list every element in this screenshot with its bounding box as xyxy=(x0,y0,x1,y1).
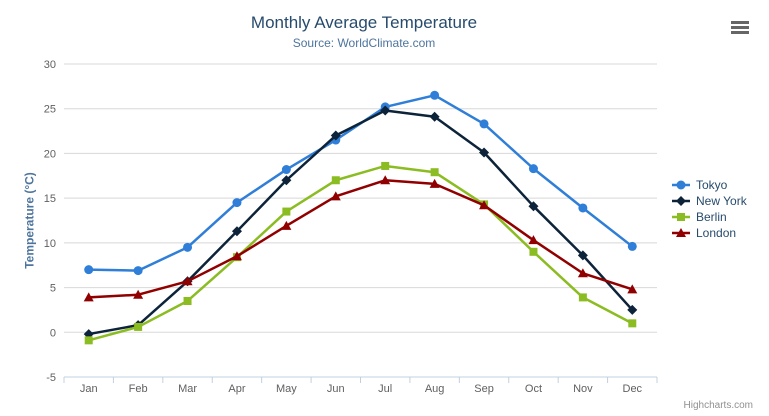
legend-marker-square-icon xyxy=(672,213,690,221)
x-tick-label-aug: Aug xyxy=(425,383,445,395)
y-axis-title: Temperature (°C) xyxy=(22,172,37,269)
series-london[interactable] xyxy=(83,175,638,302)
data-point-london[interactable] xyxy=(528,235,539,245)
legend-label-new-york: New York xyxy=(696,194,747,208)
data-point-london[interactable] xyxy=(281,220,292,230)
x-tick-label-jan: Jan xyxy=(80,383,98,395)
data-point-london[interactable] xyxy=(182,276,193,286)
legend: Tokyo New York Berlin London xyxy=(671,177,747,241)
data-point-tokyo[interactable] xyxy=(232,198,242,208)
legend-symbol-tokyo[interactable] xyxy=(676,180,686,190)
data-point-london[interactable] xyxy=(231,251,242,261)
x-tick-label-jun: Jun xyxy=(327,383,345,395)
data-point-berlin[interactable] xyxy=(282,207,291,216)
data-point-london[interactable] xyxy=(627,284,638,294)
data-point-tokyo[interactable] xyxy=(133,266,143,276)
data-point-new-york[interactable] xyxy=(429,111,440,122)
credits-link[interactable]: Highcharts.com xyxy=(683,400,753,411)
data-point-london[interactable] xyxy=(330,191,341,201)
chart-subtitle: Source: WorldClimate.com xyxy=(292,36,436,50)
x-tick-label-feb: Feb xyxy=(129,383,148,395)
data-point-tokyo[interactable] xyxy=(528,164,538,174)
y-tick-label: 30 xyxy=(44,59,56,71)
data-point-berlin[interactable] xyxy=(578,293,587,302)
legend-symbol-new-york[interactable] xyxy=(676,196,686,206)
legend-item-new-york[interactable]: New York xyxy=(671,193,747,209)
y-tick-label: 15 xyxy=(44,193,56,205)
data-point-berlin[interactable] xyxy=(529,247,538,256)
y-tick-label: 20 xyxy=(44,148,56,160)
hamburger-icon xyxy=(731,31,749,34)
data-point-london[interactable] xyxy=(479,200,490,210)
legend-item-berlin[interactable]: Berlin xyxy=(671,209,747,225)
x-tick-label-sep: Sep xyxy=(474,383,494,395)
legend-symbol-london[interactable] xyxy=(676,228,686,237)
x-tick-label-jul: Jul xyxy=(378,383,392,395)
legend-item-tokyo[interactable]: Tokyo xyxy=(671,177,747,193)
data-point-tokyo[interactable] xyxy=(578,203,588,213)
series-line-london xyxy=(87,179,634,299)
data-point-new-york[interactable] xyxy=(231,226,242,237)
context-menu-button[interactable] xyxy=(731,21,749,34)
data-point-new-york[interactable] xyxy=(577,250,588,261)
x-tick-label-dec: Dec xyxy=(623,383,643,395)
data-point-tokyo[interactable] xyxy=(479,119,489,129)
legend-label-london: London xyxy=(696,226,737,240)
y-tick-label: 10 xyxy=(44,238,56,250)
y-tick-label: 5 xyxy=(50,283,56,295)
series-tokyo[interactable] xyxy=(84,90,637,276)
data-point-berlin[interactable] xyxy=(381,161,390,170)
x-tick-label-mar: Mar xyxy=(178,383,197,395)
legend-item-london[interactable]: London xyxy=(671,225,747,241)
x-tick-label-apr: Apr xyxy=(228,383,245,395)
data-point-new-york[interactable] xyxy=(380,105,391,116)
data-point-berlin[interactable] xyxy=(331,176,340,185)
legend-symbol-berlin[interactable] xyxy=(677,213,685,221)
legend-label-tokyo: Tokyo xyxy=(696,178,728,192)
data-point-berlin[interactable] xyxy=(84,336,93,345)
series-line-new-york xyxy=(87,109,634,336)
x-tick-label-may: May xyxy=(276,383,297,395)
data-point-london[interactable] xyxy=(429,178,440,188)
data-point-new-york[interactable] xyxy=(330,130,341,141)
x-tick-label-nov: Nov xyxy=(573,383,593,395)
chart-title: Monthly Average Temperature xyxy=(250,13,478,32)
data-point-new-york[interactable] xyxy=(479,147,490,158)
data-point-tokyo[interactable] xyxy=(627,241,637,251)
data-point-london[interactable] xyxy=(133,289,144,299)
data-point-tokyo[interactable] xyxy=(84,265,94,275)
data-point-london[interactable] xyxy=(380,175,391,185)
legend-label-berlin: Berlin xyxy=(696,210,727,224)
series-new-york[interactable] xyxy=(83,105,638,340)
data-point-new-york[interactable] xyxy=(627,304,638,315)
data-point-london[interactable] xyxy=(83,292,94,302)
data-point-new-york[interactable] xyxy=(281,175,292,186)
data-point-london[interactable] xyxy=(577,268,588,278)
y-tick-label: 0 xyxy=(50,327,56,339)
legend-marker-diamond-icon xyxy=(672,196,690,206)
hamburger-icon xyxy=(731,21,749,24)
data-point-tokyo[interactable] xyxy=(430,90,440,100)
hamburger-icon xyxy=(731,26,749,29)
data-point-tokyo[interactable] xyxy=(281,165,291,175)
data-point-tokyo[interactable] xyxy=(183,242,193,252)
series-line-berlin xyxy=(87,164,634,342)
x-tick-label-oct: Oct xyxy=(525,383,542,395)
y-tick-label: 25 xyxy=(44,104,56,116)
series-line-tokyo xyxy=(87,94,634,272)
data-point-new-york[interactable] xyxy=(528,201,539,212)
y-tick-label: -5 xyxy=(46,372,56,384)
data-point-berlin[interactable] xyxy=(183,296,192,305)
data-point-berlin[interactable] xyxy=(134,322,143,331)
legend-marker-circle-icon xyxy=(672,180,690,190)
data-point-berlin[interactable] xyxy=(628,319,637,328)
data-point-berlin[interactable] xyxy=(430,168,439,177)
legend-marker-triangle-icon xyxy=(672,228,690,237)
